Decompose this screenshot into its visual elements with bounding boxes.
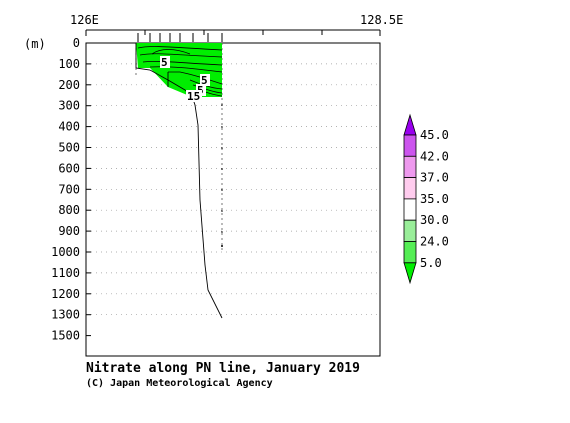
- y-tick-labels: 0 100 200 300 400 500 600 700 800 900 1000 1100 1200…: [51, 36, 80, 343]
- contour-label-bg: [200, 74, 210, 86]
- y-tick-label: 1200: [51, 287, 80, 301]
- station-dot: [221, 189, 223, 191]
- chart-credit: (C) Japan Meteorological Agency: [86, 377, 273, 389]
- station-dot: [221, 104, 223, 106]
- contour-label: 15: [187, 90, 200, 103]
- legend-level-label: 35.0: [420, 192, 449, 206]
- legend-swatch: [403, 219, 417, 242]
- station-dots: [221, 104, 223, 247]
- y-tick-label: 100: [58, 57, 80, 71]
- contour-line: [168, 71, 223, 85]
- contour-label-bg: [186, 90, 202, 102]
- top-tick-label-128-5e: 128.5E: [360, 13, 403, 27]
- chart-title: Nitrate along PN line, January 2019: [86, 361, 360, 376]
- top-tick-label-126e: 126E: [70, 13, 99, 27]
- station-dot: [221, 126, 223, 128]
- contour-line: [192, 84, 223, 94]
- y-tick-label: 700: [58, 182, 80, 196]
- contour-line: [137, 46, 223, 51]
- contour-line: [151, 49, 191, 55]
- y-tick-label: 200: [58, 78, 80, 92]
- legend-swatch: [403, 177, 417, 200]
- station-dot: [221, 231, 223, 233]
- legend-level-label: 30.0: [420, 213, 449, 227]
- legend-level-label: 24.0: [420, 235, 449, 249]
- station-dot: [221, 210, 223, 212]
- y-axis-unit: (m): [24, 37, 46, 51]
- contour-label: 5: [201, 74, 208, 87]
- contour-label: 5: [161, 56, 168, 69]
- legend-level-label: 45.0: [420, 128, 449, 142]
- contour-lines: [137, 46, 223, 97]
- y-tick-label: 500: [58, 141, 80, 155]
- y-tick-label: 400: [58, 120, 80, 134]
- station-ticks: [137, 33, 223, 42]
- y-tick-label: 1000: [51, 245, 80, 259]
- legend-level-label: 5.0: [420, 256, 442, 270]
- station-dot: [221, 147, 223, 149]
- contour-line: [142, 60, 223, 66]
- legend-swatch: [403, 155, 417, 179]
- y-gridlines: [86, 42, 380, 337]
- contour-line: [139, 53, 223, 58]
- station-dot: [221, 245, 223, 247]
- legend-bottom-arrow: [403, 262, 417, 285]
- y-tick-label: 600: [58, 161, 80, 175]
- legend-swatch: [403, 241, 417, 264]
- y-tick-label: 0: [73, 36, 80, 50]
- top-axis-ticks: [85, 30, 381, 36]
- y-tick-label: 800: [58, 203, 80, 217]
- legend-swatch: [403, 198, 417, 221]
- y-tick-label: 1100: [51, 266, 80, 280]
- color-legend: 45.0 42.0 37.0 35.0 30.0 24.0 5.0: [403, 113, 449, 285]
- contour-line: [149, 66, 223, 73]
- legend-level-label: 42.0: [420, 149, 449, 163]
- y-tick-label: 900: [58, 224, 80, 238]
- y-tick-label: 300: [58, 99, 80, 113]
- station-dot: [221, 168, 223, 170]
- y-tick-label: 1500: [51, 329, 80, 343]
- legend-level-label: 37.0: [420, 171, 449, 185]
- plot-frame: [85, 42, 381, 357]
- contour-label-bg: [160, 56, 170, 68]
- legend-swatch: [403, 134, 417, 157]
- legend-top-arrow: [403, 113, 417, 136]
- y-tick-label: 1300: [51, 308, 80, 322]
